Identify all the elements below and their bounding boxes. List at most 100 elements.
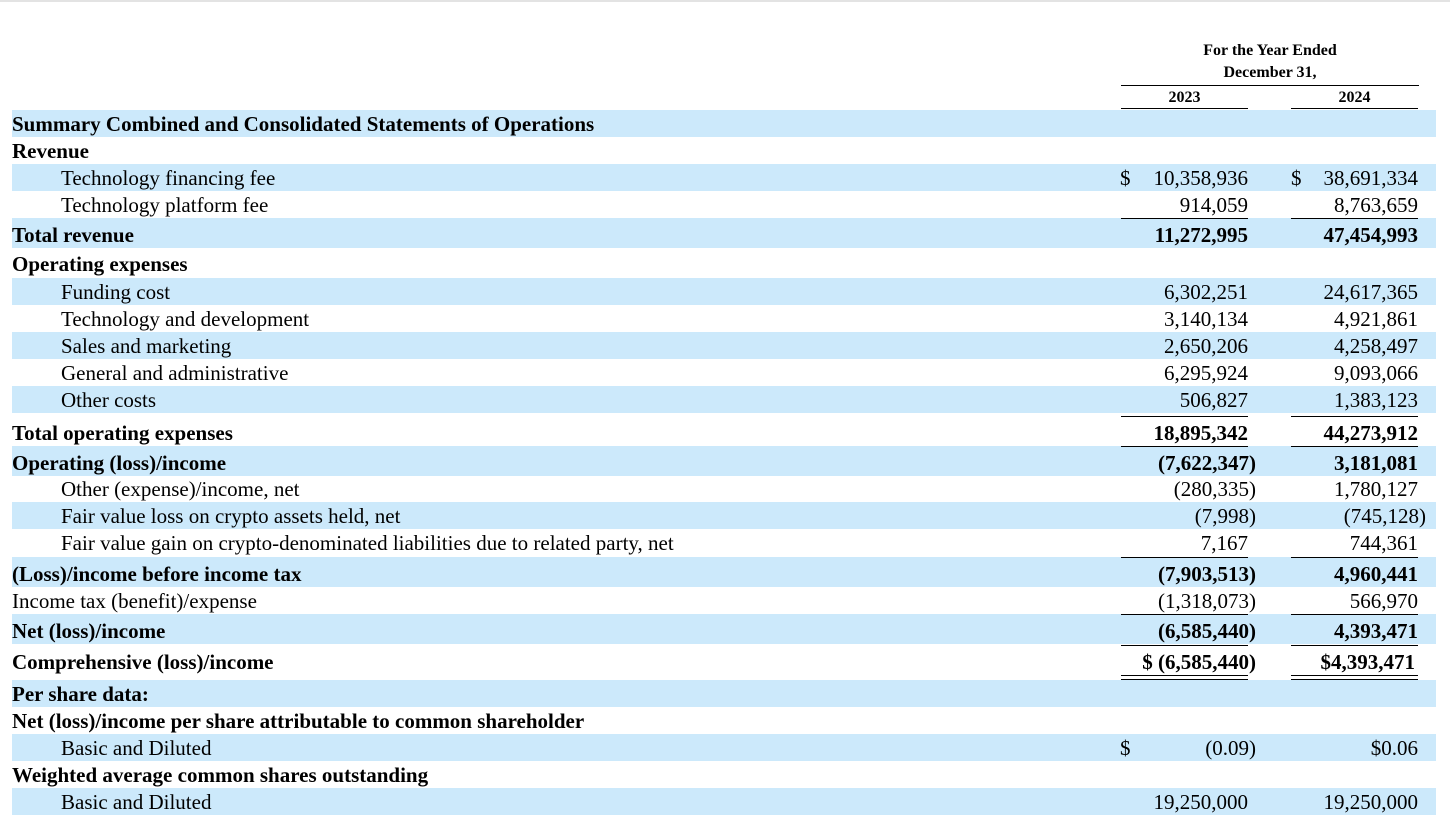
- pre-tax-row: (Loss)/income before income tax (7,903,5…: [12, 557, 1436, 587]
- section-revenue: Revenue: [12, 139, 89, 163]
- value-2023: (7,998): [1194, 504, 1256, 528]
- value-2024: 1,383,123: [1334, 388, 1418, 412]
- row-label: Basic and Diluted: [61, 736, 212, 760]
- table-row: Technology financing fee $ 10,358,936 $ …: [12, 164, 1436, 191]
- table-row: Basic and Diluted $ (0.09) $0.06: [12, 734, 1436, 761]
- row-label: Sales and marketing: [61, 334, 232, 358]
- value-2023: (7,622,347): [1158, 451, 1256, 475]
- net-income-row: Net (loss)/income (6,585,440) 4,393,471: [12, 614, 1436, 644]
- currency-sign: $: [1120, 166, 1131, 190]
- value-2023: $ (6,585,440): [1142, 650, 1256, 674]
- total-revenue-row: Total revenue 11,272,995 47,454,993: [12, 218, 1436, 248]
- value-2024: 4,960,441: [1334, 562, 1418, 586]
- currency-sign: $: [1120, 736, 1131, 760]
- subtotal-rule: [1291, 614, 1418, 615]
- table-row: Sales and marketing 2,650,206 4,258,497: [12, 332, 1436, 359]
- row-label: Total operating expenses: [12, 421, 233, 445]
- subtotal-rule: [1121, 416, 1248, 417]
- value-2023: 6,295,924: [1164, 361, 1248, 385]
- subtotal-rule: [1121, 645, 1248, 646]
- row-label: Other costs: [61, 388, 157, 412]
- comprehensive-income-row: Comprehensive (loss)/income $ (6,585,440…: [12, 645, 1436, 680]
- row-label: (Loss)/income before income tax: [12, 562, 302, 586]
- statement-title-row: Summary Combined and Consolidated Statem…: [12, 110, 1436, 137]
- operating-income-row: Operating (loss)/income (7,622,347) 3,18…: [12, 446, 1436, 476]
- value-2024: $4,393,471: [1320, 650, 1416, 674]
- subtotal-rule: [1121, 446, 1248, 447]
- value-2024: 24,617,365: [1323, 280, 1419, 304]
- statement-title: Summary Combined and Consolidated Statem…: [12, 112, 595, 136]
- value-2024: 47,454,993: [1323, 223, 1419, 247]
- shares-header: Weighted average common shares outstandi…: [12, 763, 429, 787]
- section-operating-expenses: Operating expenses: [12, 252, 188, 276]
- row-label: Fair value gain on crypto-denominated li…: [61, 531, 674, 555]
- table-row: Income tax (benefit)/expense (1,318,073)…: [12, 587, 1436, 614]
- value-2023: 10,358,936: [1153, 166, 1249, 190]
- row-label: Technology and development: [61, 307, 310, 331]
- column-rule-2024: [1291, 108, 1418, 109]
- value-2024: 38,691,334: [1323, 166, 1419, 190]
- subtotal-rule: [1291, 645, 1418, 646]
- table-row: Fair value gain on crypto-denominated li…: [12, 529, 1436, 556]
- value-2023: (0.09): [1205, 736, 1256, 760]
- subtotal-rule: [1291, 557, 1418, 558]
- table-row: Other (expense)/income, net (280,335) 1,…: [12, 475, 1436, 502]
- row-label: Total revenue: [12, 223, 134, 247]
- period-line-1: For the Year Ended: [1203, 42, 1337, 59]
- value-2023: 3,140,134: [1164, 307, 1248, 331]
- value-2024: 19,250,000: [1323, 790, 1419, 814]
- subtotal-rule: [1291, 446, 1418, 447]
- value-2023: 506,827: [1179, 388, 1248, 412]
- value-2023: (6,585,440): [1158, 619, 1256, 643]
- value-2023: 7,167: [1200, 531, 1248, 555]
- value-2024: 3,181,081: [1334, 451, 1418, 475]
- section-per-share-row: Per share data:: [12, 680, 1436, 707]
- subtotal-rule: [1291, 218, 1418, 219]
- shares-header-row: Weighted average common shares outstandi…: [12, 761, 1436, 788]
- value-2023: 11,272,995: [1154, 223, 1248, 247]
- column-header-2024: 2024: [1338, 89, 1371, 106]
- value-2024: $0.06: [1370, 736, 1418, 760]
- row-label: General and administrative: [61, 361, 289, 385]
- row-label: Operating (loss)/income: [12, 451, 227, 475]
- subtotal-rule: [1121, 218, 1248, 219]
- subtotal-rule: [1121, 614, 1248, 615]
- column-rule-2023: [1121, 108, 1248, 109]
- value-2023: 6,302,251: [1164, 280, 1248, 304]
- table-row: Fair value loss on crypto assets held, n…: [12, 502, 1436, 529]
- period-header: For the Year Ended December 31,: [1121, 40, 1419, 84]
- eps-header: Net (loss)/income per share attributable…: [12, 709, 585, 733]
- currency-sign: $: [1291, 166, 1302, 190]
- value-2024: 744,361: [1349, 531, 1418, 555]
- section-per-share: Per share data:: [12, 682, 149, 706]
- row-label: Comprehensive (loss)/income: [12, 650, 274, 674]
- row-label: Technology financing fee: [61, 166, 276, 190]
- period-line-2: December 31,: [1223, 64, 1317, 81]
- table-row: Other costs 506,827 1,383,123: [12, 386, 1436, 413]
- row-label: Other (expense)/income, net: [61, 477, 300, 501]
- row-label: Basic and Diluted: [61, 790, 212, 814]
- double-underline: [1121, 675, 1248, 680]
- double-underline: [1291, 675, 1418, 680]
- column-header-2023: 2023: [1168, 89, 1201, 106]
- top-border: [0, 0, 1450, 2]
- value-2024: (745,128): [1343, 504, 1426, 528]
- table-row: General and administrative 6,295,924 9,0…: [12, 359, 1436, 386]
- row-label: Fair value loss on crypto assets held, n…: [61, 504, 401, 528]
- table-row: Technology and development 3,140,134 4,9…: [12, 305, 1436, 332]
- table-row: Technology platform fee 914,059 8,763,65…: [12, 191, 1436, 218]
- row-label: Income tax (benefit)/expense: [12, 589, 257, 613]
- row-label: Funding cost: [61, 280, 171, 304]
- table-row: Basic and Diluted 19,250,000 19,250,000: [12, 788, 1436, 815]
- value-2024: 9,093,066: [1334, 361, 1418, 385]
- row-label: Net (loss)/income: [12, 619, 166, 643]
- value-2023: 19,250,000: [1153, 790, 1249, 814]
- value-2023: 2,650,206: [1164, 334, 1248, 358]
- value-2024: 1,780,127: [1334, 477, 1418, 501]
- total-opex-row: Total operating expenses 18,895,342 44,2…: [12, 416, 1436, 446]
- value-2023: (1,318,073): [1158, 589, 1256, 613]
- subtotal-rule: [1121, 557, 1248, 558]
- value-2023: 914,059: [1179, 193, 1248, 217]
- value-2023: 18,895,342: [1153, 421, 1249, 445]
- table-row: Funding cost 6,302,251 24,617,365: [12, 278, 1436, 305]
